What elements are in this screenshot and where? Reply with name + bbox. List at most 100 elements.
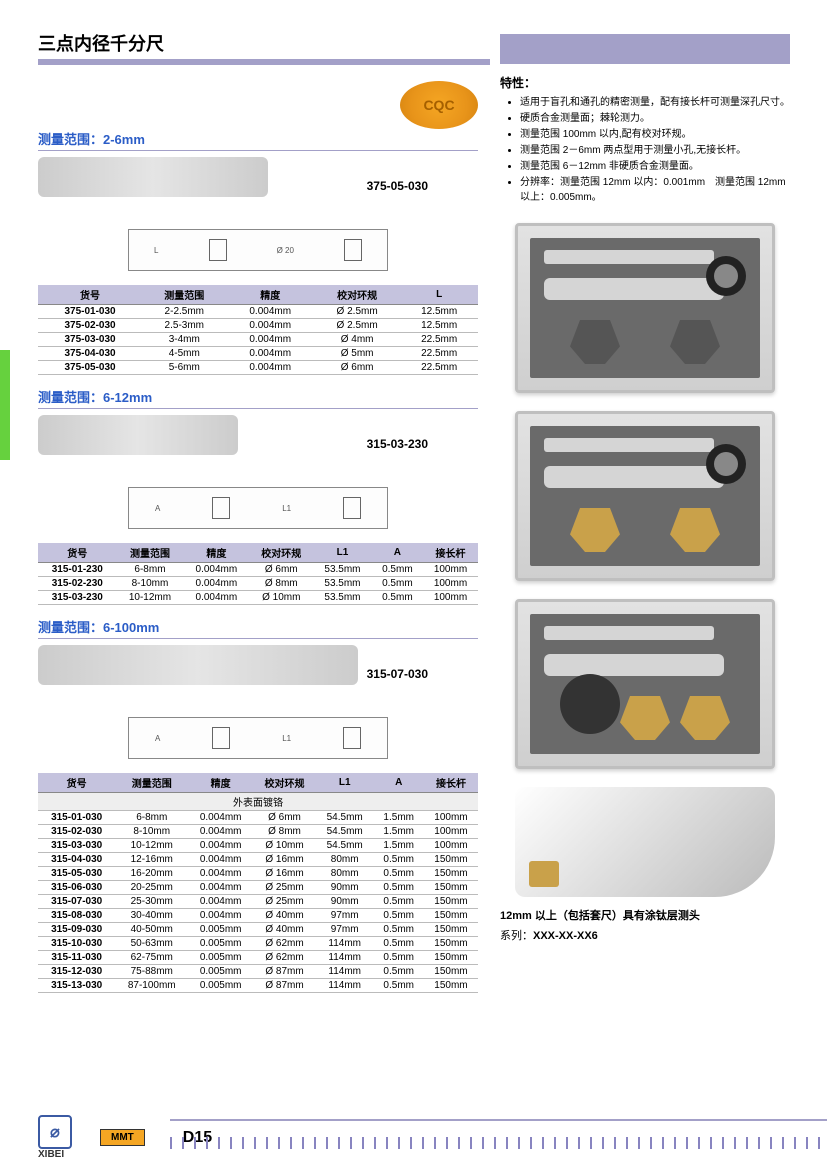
- table-cell: 315-02-030: [38, 825, 115, 839]
- spec-table: 货号测量范围精度校对环规L375-01-0302-2.5mm0.004mmØ 2…: [38, 285, 478, 375]
- table-cell: 315-11-030: [38, 951, 115, 965]
- table-cell: 315-03-030: [38, 839, 115, 853]
- feature-item: 测量范围 100mm 以内,配有校对环规。: [520, 127, 790, 142]
- table-cell: 315-05-030: [38, 867, 115, 881]
- sections-container: 测量范围：2-6mm375-05-030LØ 20货号测量范围精度校对环规L37…: [38, 75, 478, 993]
- table-cell: 1.5mm: [374, 839, 424, 853]
- table-cell: 53.5mm: [313, 563, 372, 577]
- table-row: 375-04-0304-5mm0.004mmØ 5mm22.5mm: [38, 347, 478, 361]
- brand-name: XIBEI: [38, 1149, 72, 1160]
- table-row: 315-03-23010-12mm0.004mmØ 10mm53.5mm0.5m…: [38, 591, 478, 605]
- table-cell: 4-5mm: [142, 347, 226, 361]
- table-row: 315-07-03025-30mm0.004mmØ 25mm90mm0.5mm1…: [38, 895, 478, 909]
- table-cell: 0.004mm: [188, 811, 253, 825]
- table-row: 375-05-0305-6mm0.004mmØ 6mm22.5mm: [38, 361, 478, 375]
- cqc-badge-icon: CQC: [400, 81, 478, 129]
- technical-diagram: AL1: [128, 487, 388, 529]
- table-cell: Ø 6mm: [253, 811, 316, 825]
- diagram-label: Ø 20: [277, 246, 294, 255]
- table-cell: 150mm: [424, 965, 478, 979]
- table-cell: 0.5mm: [372, 577, 423, 591]
- table-row: 375-02-0302.5-3mm0.004mmØ 2.5mm12.5mm: [38, 319, 478, 333]
- table-cell: 100mm: [423, 591, 478, 605]
- table-cell: Ø 8mm: [249, 577, 313, 591]
- xibei-logo-icon: ⌀: [38, 1115, 72, 1149]
- table-cell: 8-10mm: [117, 577, 184, 591]
- table-cell: Ø 6mm: [249, 563, 313, 577]
- table-cell: 150mm: [424, 853, 478, 867]
- features-title: 特性：: [500, 74, 790, 91]
- table-cell: Ø 5mm: [314, 347, 400, 361]
- right-header-bar: [500, 34, 790, 64]
- table-header: 货号: [38, 543, 117, 563]
- table-cell: 22.5mm: [400, 333, 478, 347]
- table-cell: 100mm: [423, 563, 478, 577]
- table-cell: 150mm: [424, 923, 478, 937]
- table-cell: 5-6mm: [142, 361, 226, 375]
- table-cell: Ø 2.5mm: [314, 319, 400, 333]
- table-cell: 0.004mm: [227, 319, 314, 333]
- table-cell: 315-01-230: [38, 563, 117, 577]
- table-cell: 0.5mm: [372, 591, 423, 605]
- feature-item: 适用于盲孔和通孔的精密测量，配有接长杆可测量深孔尺寸。: [520, 95, 790, 110]
- table-cell: 20-25mm: [115, 881, 188, 895]
- table-cell: 114mm: [316, 979, 374, 993]
- table-header: A: [372, 543, 423, 563]
- table-cell: 375-01-030: [38, 305, 142, 319]
- table-header: 货号: [38, 773, 115, 793]
- section-title: 测量范围：6-100mm: [38, 617, 478, 639]
- table-header: 测量范围: [117, 543, 184, 563]
- table-cell: Ø 10mm: [253, 839, 316, 853]
- table-header: 接长杆: [423, 543, 478, 563]
- table-cell: 100mm: [424, 811, 478, 825]
- table-cell: 10-12mm: [117, 591, 184, 605]
- table-row: 315-04-03012-16mm0.004mmØ 16mm80mm0.5mm1…: [38, 853, 478, 867]
- table-cell: 10-12mm: [115, 839, 188, 853]
- table-cell: 150mm: [424, 881, 478, 895]
- table-cell: 150mm: [424, 895, 478, 909]
- table-cell: 375-05-030: [38, 361, 142, 375]
- table-cell: 0.005mm: [188, 965, 253, 979]
- table-header: L1: [316, 773, 374, 793]
- micrometer-image: [38, 157, 268, 197]
- product-image-row: 315-03-230: [38, 415, 478, 483]
- product-image-row: 375-05-030: [38, 157, 478, 225]
- table-cell: 0.004mm: [227, 361, 314, 375]
- table-cell: 375-04-030: [38, 347, 142, 361]
- table-cell: 315-04-030: [38, 853, 115, 867]
- table-row: 315-09-03040-50mm0.005mmØ 40mm97mm0.5mm1…: [38, 923, 478, 937]
- diagram-label: A: [155, 504, 160, 513]
- table-cell: Ø 6mm: [314, 361, 400, 375]
- table-cell: 97mm: [316, 909, 374, 923]
- table-cell: 80mm: [316, 867, 374, 881]
- table-cell: 315-01-030: [38, 811, 115, 825]
- left-column: 三点内径千分尺 CQC 测量范围：2-6mm375-05-030LØ 20货号测…: [0, 30, 490, 1090]
- table-cell: 6-8mm: [115, 811, 188, 825]
- case-image-1: [515, 223, 775, 393]
- table-cell: Ø 62mm: [253, 937, 316, 951]
- table-cell: 0.004mm: [183, 563, 249, 577]
- right-column: 特性： 适用于盲孔和通孔的精密测量，配有接长杆可测量深孔尺寸。硬质合金测量面；棘…: [490, 30, 810, 1090]
- features-list: 适用于盲孔和通孔的精密测量，配有接长杆可测量深孔尺寸。硬质合金测量面；棘轮测力。…: [500, 95, 790, 205]
- table-cell: 12-16mm: [115, 853, 188, 867]
- table-row: 315-03-03010-12mm0.004mmØ 10mm54.5mm1.5m…: [38, 839, 478, 853]
- table-cell: 0.5mm: [374, 923, 424, 937]
- table-cell: 0.5mm: [374, 867, 424, 881]
- table-cell: 22.5mm: [400, 361, 478, 375]
- product-code: 315-03-230: [367, 437, 428, 451]
- table-cell: 0.5mm: [374, 853, 424, 867]
- table-cell: Ø 8mm: [253, 825, 316, 839]
- table-cell: 12.5mm: [400, 319, 478, 333]
- table-cell: 0.005mm: [188, 937, 253, 951]
- table-cell: 90mm: [316, 881, 374, 895]
- table-cell: 150mm: [424, 909, 478, 923]
- ruler-graphic: [170, 1119, 827, 1159]
- table-cell: 0.004mm: [227, 347, 314, 361]
- table-cell: 0.5mm: [374, 909, 424, 923]
- footer: ⌀ XIBEI MMT D15: [0, 1109, 827, 1169]
- table-cell: 100mm: [424, 825, 478, 839]
- table-cell: 50-63mm: [115, 937, 188, 951]
- section-title: 测量范围：6-12mm: [38, 387, 478, 409]
- product-code: 315-07-030: [367, 667, 428, 681]
- table-header: L: [400, 285, 478, 305]
